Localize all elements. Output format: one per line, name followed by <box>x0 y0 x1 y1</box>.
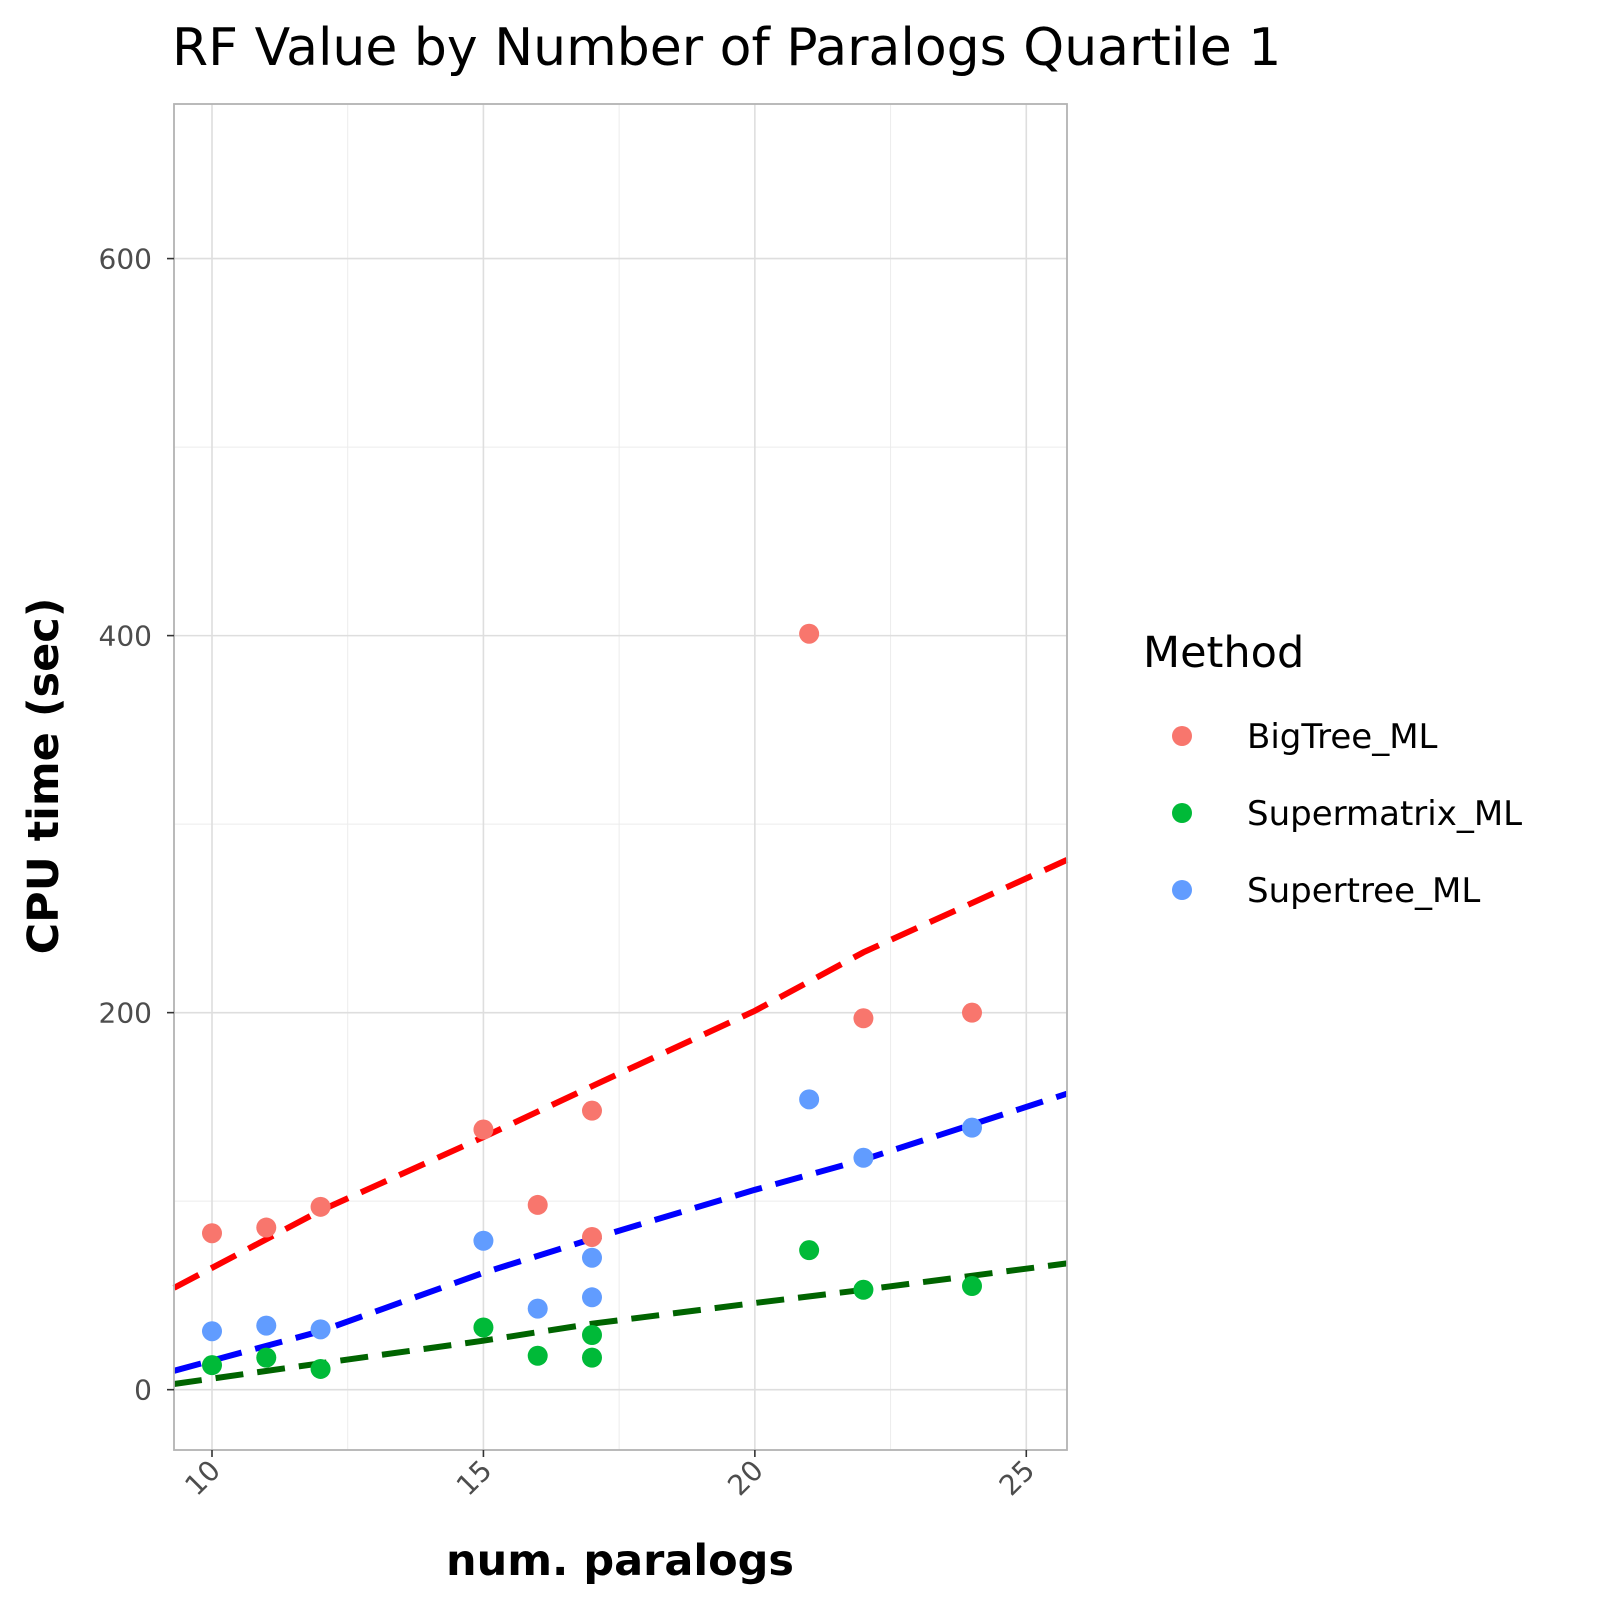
point-supertree-ml <box>256 1315 277 1336</box>
point-bigtree-ml <box>473 1119 494 1140</box>
point-bigtree-ml <box>582 1100 602 1121</box>
legend-label: BigTree_ML <box>1247 717 1438 757</box>
point-supertree-ml <box>473 1230 494 1251</box>
legend-label: Supermatrix_ML <box>1247 794 1522 834</box>
legend-key-supermatrix-ml <box>1172 803 1192 823</box>
legend-title: Method <box>1143 628 1304 678</box>
x-axis-ticks: 10 15 20 25 <box>178 1450 1041 1502</box>
point-supermatrix-ml <box>853 1279 874 1300</box>
trend-line-bigtree-ml <box>172 857 1069 1291</box>
y-axis-title: CPU time (sec) <box>19 598 69 955</box>
y-tick-label: 0 <box>134 1374 152 1407</box>
point-bigtree-ml <box>799 623 820 644</box>
point-supermatrix-ml <box>582 1325 602 1346</box>
point-supertree-ml <box>853 1147 874 1168</box>
point-supertree-ml <box>202 1321 222 1342</box>
point-supermatrix-ml <box>473 1317 494 1338</box>
point-bigtree-ml <box>256 1217 277 1238</box>
x-tick-label: 15 <box>450 1454 499 1503</box>
trend-lines <box>172 857 1069 1387</box>
point-bigtree-ml <box>310 1196 331 1217</box>
point-bigtree-ml <box>527 1194 548 1215</box>
legend: Method BigTree_ML Supermatrix_ML Supertree… <box>1143 628 1522 911</box>
y-tick-label: 400 <box>99 620 152 653</box>
x-tick-label: 10 <box>178 1454 227 1503</box>
legend-key-supertree-ml <box>1172 880 1192 900</box>
plot-panel-border <box>173 103 1068 1451</box>
legend-key-bigtree-ml <box>1172 726 1192 746</box>
point-bigtree-ml <box>853 1008 874 1029</box>
point-bigtree-ml <box>582 1226 602 1247</box>
point-supermatrix-ml <box>202 1355 222 1376</box>
x-tick-label: 25 <box>993 1454 1042 1503</box>
point-bigtree-ml <box>202 1223 222 1244</box>
y-tick-label: 200 <box>99 997 152 1030</box>
y-axis-ticks: 0 200 400 600 <box>99 243 174 1407</box>
point-supertree-ml <box>582 1287 602 1308</box>
point-bigtree-ml <box>962 1002 982 1023</box>
x-tick-label: 20 <box>721 1454 770 1503</box>
point-supermatrix-ml <box>256 1347 277 1368</box>
point-supermatrix-ml <box>962 1275 982 1296</box>
trend-line-supertree-ml <box>173 1090 1068 1374</box>
chart-title: RF Value by Number of Paralogs Quartile … <box>172 18 1281 78</box>
grid <box>174 104 1067 1450</box>
point-supertree-ml <box>310 1319 331 1340</box>
trend-line-supermatrix-ml <box>173 1260 1068 1387</box>
point-supertree-ml <box>962 1117 982 1138</box>
legend-label: Supertree_ML <box>1247 871 1480 911</box>
point-supermatrix-ml <box>582 1347 602 1368</box>
legend-items: BigTree_ML Supermatrix_ML Supertree_ML <box>1172 717 1522 911</box>
point-supermatrix-ml <box>799 1240 820 1261</box>
x-axis-title: num. paralogs <box>446 1536 794 1586</box>
point-supertree-ml <box>527 1298 548 1319</box>
point-supertree-ml <box>582 1247 602 1268</box>
point-supermatrix-ml <box>527 1345 548 1366</box>
data-points <box>202 623 982 1379</box>
point-supermatrix-ml <box>310 1358 331 1379</box>
y-tick-label: 600 <box>99 243 152 276</box>
point-supertree-ml <box>799 1089 820 1110</box>
